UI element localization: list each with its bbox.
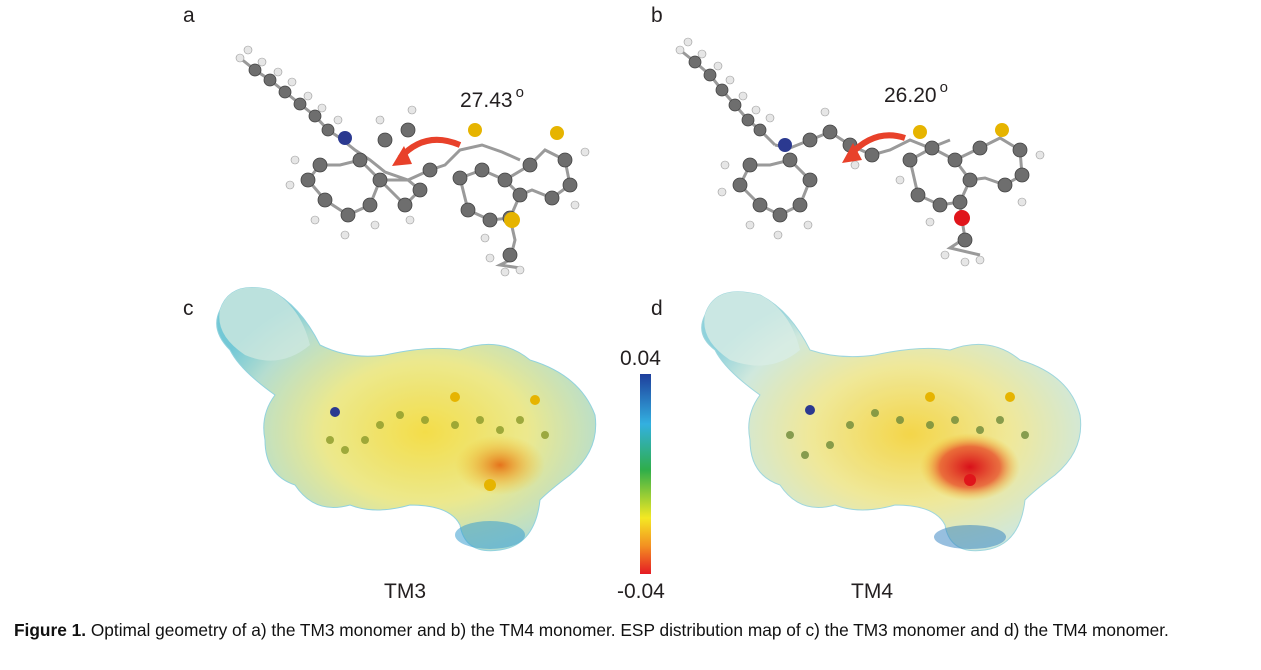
tm4-esp-map (701, 291, 1082, 552)
panel-label-c: c (183, 297, 194, 320)
caption-text: Optimal geometry of a) the TM3 monomer a… (90, 620, 1169, 640)
angle-value-a: 27.43 (460, 89, 513, 112)
compound-name-tm4: TM4 (851, 580, 893, 603)
tm3-geometry-model (235, 45, 590, 277)
caption-lead: Figure 1. (14, 620, 87, 640)
angle-value-b: 26.20 (884, 84, 937, 107)
panel-label-a: a (183, 4, 195, 27)
panel-label-d: d (651, 297, 663, 320)
colorscale-max-label: 0.04 (620, 347, 661, 370)
degree-symbol-a: o (515, 84, 524, 101)
compound-name-tm3: TM3 (384, 580, 426, 603)
figure-caption: Figure 1. Optimal geometry of a) the TM3… (14, 620, 1252, 641)
tm3-esp-map (216, 287, 597, 552)
degree-symbol-b: o (939, 79, 948, 96)
dihedral-angle-b: 26.20 o (884, 79, 948, 108)
colorscale-min-label: -0.04 (617, 580, 665, 603)
tm4-geometry-model (675, 37, 1045, 267)
dihedral-angle-a: 27.43 o (460, 84, 524, 113)
esp-colorbar (640, 374, 651, 574)
panel-label-b: b (651, 4, 663, 27)
